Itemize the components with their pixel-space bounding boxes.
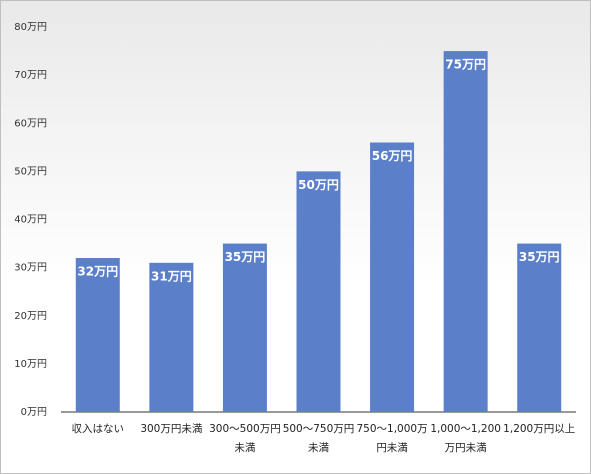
bar [370,142,415,412]
x-tick-label: 300万円未満 [140,423,203,435]
x-tick-label: 収入はない [71,423,125,435]
y-tick-label: 80万円 [14,22,47,33]
value-label: 35万円 [519,250,560,264]
y-tick-label: 0万円 [21,407,47,418]
y-tick-label: 20万円 [14,311,47,322]
y-tick-label: 30万円 [14,263,47,274]
bar [75,258,120,412]
x-tick-label: 750～1,000万円未満 [356,423,428,454]
bar [149,262,194,412]
value-label: 31万円 [151,269,192,283]
x-tick-label: 500～750万円未満 [282,423,355,454]
x-tick-label: 300～500万円未満 [209,423,281,454]
y-tick-label: 50万円 [14,166,47,177]
y-tick-label: 60万円 [14,118,47,129]
y-tick-label: 70万円 [14,70,47,81]
bar [443,51,488,412]
bar [222,243,267,412]
x-tick-label: 1,000～1,200万円未満 [430,423,501,454]
value-label: 75万円 [445,58,486,72]
value-label: 50万円 [298,178,339,192]
y-tick-label: 10万円 [14,359,47,370]
value-label: 32万円 [77,265,118,279]
bar [517,243,562,412]
value-label: 35万円 [225,250,266,264]
y-tick-label: 40万円 [14,215,47,226]
bar [296,171,341,412]
value-label: 56万円 [372,149,413,163]
x-tick-label: 1,200万円以上 [503,423,576,435]
